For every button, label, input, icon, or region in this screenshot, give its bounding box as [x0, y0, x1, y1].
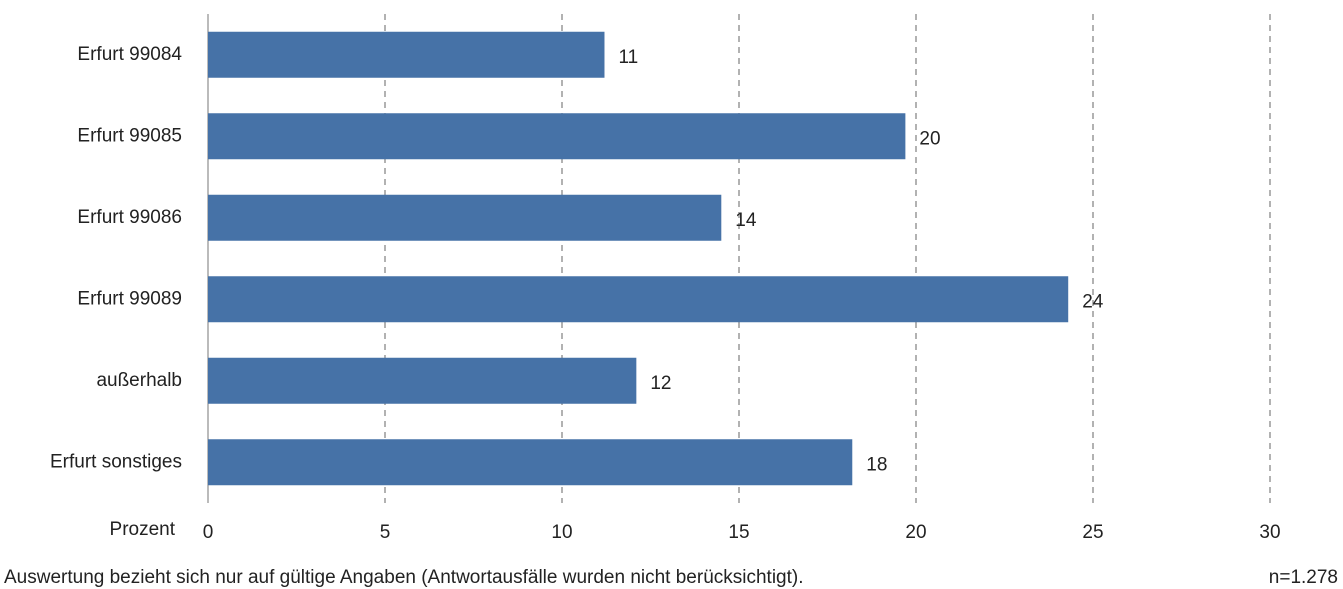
y-tick-label: Erfurt 99089 [77, 288, 182, 309]
x-axis-label: Prozent [110, 519, 176, 540]
data-label: 12 [650, 373, 671, 394]
sample-size: n=1.278 [1269, 567, 1338, 588]
bar [208, 31, 605, 78]
bar [208, 194, 722, 241]
bar [208, 439, 853, 486]
y-tick-label: Erfurt 99086 [77, 207, 182, 228]
y-tick-label: Erfurt 99084 [77, 44, 182, 65]
x-tick-label: 0 [203, 522, 214, 543]
data-label: 11 [618, 47, 638, 68]
data-label: 24 [1082, 291, 1104, 312]
bar [208, 276, 1069, 323]
x-tick-label: 5 [380, 522, 391, 543]
footnote: Auswertung bezieht sich nur auf gültige … [4, 567, 804, 588]
x-tick-label: 10 [551, 522, 572, 543]
bar [208, 357, 637, 404]
data-label: 20 [919, 128, 940, 149]
x-tick-label: 30 [1259, 522, 1280, 543]
data-label: 14 [735, 210, 757, 231]
y-tick-label: Erfurt 99085 [77, 125, 182, 146]
y-tick-label: außerhalb [96, 370, 182, 391]
x-tick-label: 25 [1082, 522, 1103, 543]
y-tick-label: Erfurt sonstiges [50, 451, 182, 472]
bar [208, 113, 906, 160]
x-tick-label: 15 [728, 522, 749, 543]
x-tick-label: 20 [905, 522, 926, 543]
data-label: 18 [866, 454, 887, 475]
